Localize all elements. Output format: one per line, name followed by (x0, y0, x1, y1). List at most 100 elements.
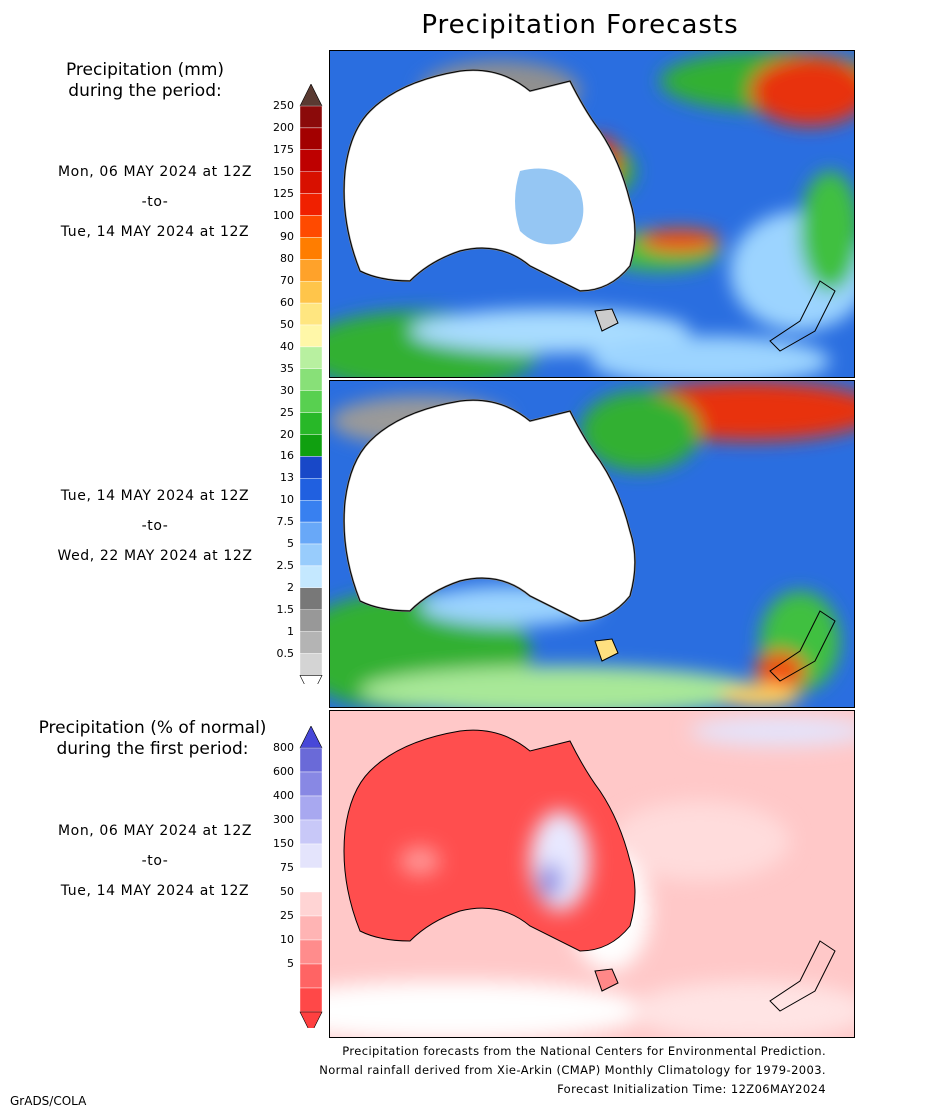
colorbar-tick-label: 2 (287, 580, 294, 594)
colorbar-tick-label: 1 (287, 624, 294, 638)
colorbar-tick-label: 5 (287, 957, 294, 970)
colorbar-tick-label: 400 (273, 789, 294, 802)
precip-map-period1 (329, 50, 855, 378)
percent-normal-colorbar (299, 726, 323, 1028)
colorbar-tick-label: 5 (287, 537, 294, 550)
colorbar-swatch (299, 795, 323, 821)
colorbar-tick-label: 35 (280, 361, 294, 375)
colorbar-tick-label: 800 (273, 741, 294, 754)
colorbar-swatch (299, 302, 323, 326)
colorbar-swatch (299, 843, 323, 869)
colorbar-swatch (299, 149, 323, 172)
colorbar-swatch (299, 747, 323, 773)
colorbar-tick-label: 175 (273, 142, 294, 156)
credits-line3: Forecast Initialization Time: 12Z06MAY20… (557, 1082, 826, 1096)
precip-map-period2 (329, 380, 855, 708)
colorbar-tick-label: 200 (273, 120, 294, 134)
colorbar-swatch (299, 280, 323, 304)
colorbar-tick-label: 60 (280, 296, 294, 310)
colorbar-tick-label: 70 (280, 274, 294, 288)
colorbar-swatch (299, 609, 323, 632)
colorbar-swatch (299, 412, 323, 435)
colorbar-swatch (299, 565, 323, 588)
colorbar-tick-label: 0.5 (276, 646, 295, 660)
colorbar-swatch (299, 939, 323, 965)
precip-colorbar (299, 84, 323, 684)
colorbar-swatch (299, 215, 323, 238)
section1-title-line1: Precipitation (mm) (65, 60, 225, 80)
colorbar-swatch (299, 987, 323, 1013)
colorbar-tick-label: 10 (280, 933, 294, 946)
colorbar-tick-label: 1.5 (276, 602, 295, 616)
colorbar-top-arrow (299, 84, 323, 107)
colorbar-swatch (299, 543, 323, 567)
colorbar-tick-label: 25 (280, 909, 294, 922)
colorbar-swatch (299, 963, 323, 989)
colorbar-tick-label: 100 (273, 208, 294, 222)
colorbar-tick-label: 300 (273, 813, 294, 826)
period3-sep: -to- (141, 853, 169, 869)
colorbar-tick-label: 16 (280, 449, 294, 463)
colorbar-tick-label: 75 (280, 861, 294, 874)
colorbar-swatch (299, 346, 323, 369)
colorbar-tick-label: 150 (273, 837, 294, 850)
period1-sep: -to- (141, 194, 169, 210)
page-title: Precipitation Forecasts (421, 10, 739, 40)
credits-line1: Precipitation forecasts from the Nationa… (342, 1044, 826, 1058)
colorbar-swatch (299, 127, 323, 151)
colorbar-swatch (299, 456, 323, 479)
credits-line2: Normal rainfall derived from Xie-Arkin (… (319, 1063, 826, 1077)
colorbar-top-arrow (299, 726, 323, 749)
colorbar-tick-label: 600 (273, 765, 294, 778)
period2-end: Wed, 22 MAY 2024 at 12Z (57, 548, 253, 564)
grads-label: GrADS/COLA (10, 1094, 87, 1108)
colorbar-swatch (299, 587, 323, 610)
section1-title: Precipitation (mm) during the period: (20, 60, 270, 102)
colorbar-swatch (299, 237, 323, 260)
colorbar-swatch (299, 368, 323, 391)
colorbar-tick-label: 125 (273, 186, 294, 200)
colorbar-swatch (299, 171, 323, 194)
colorbar-swatch (299, 521, 323, 545)
section2-title-line1: Precipitation (% of normal) (38, 718, 267, 738)
period2-sep: -to- (141, 518, 169, 534)
colorbar-swatch (299, 867, 323, 893)
colorbar-swatch (299, 478, 323, 501)
colorbar-tick-label: 2.5 (276, 558, 295, 572)
credits: Precipitation forecasts from the Nationa… (250, 1042, 826, 1099)
colorbar-tick-label: 250 (273, 99, 294, 112)
colorbar-tick-label: 30 (280, 383, 294, 397)
colorbar-tick-label: 50 (280, 318, 294, 331)
colorbar-bottom-arrow (299, 675, 323, 684)
colorbar-tick-label: 10 (280, 493, 294, 507)
colorbar-swatch (299, 500, 323, 523)
colorbar-swatch (299, 891, 323, 917)
colorbar-swatch (299, 193, 323, 216)
section2-title-line2: during the first period: (56, 739, 249, 759)
period1-end: Tue, 14 MAY 2024 at 12Z (60, 224, 250, 240)
colorbar-tick-label: 13 (280, 471, 294, 485)
colorbar-swatch (299, 259, 323, 282)
colorbar-swatch (299, 915, 323, 941)
colorbar-tick-label: 50 (280, 885, 294, 898)
percent-normal-map (329, 710, 855, 1038)
colorbar-swatch (299, 434, 323, 457)
colorbar-tick-label: 20 (280, 427, 294, 441)
section2-title: Precipitation (% of normal) during the f… (10, 718, 295, 760)
colorbar-tick-label: 7.5 (276, 515, 295, 529)
period3-start: Mon, 06 MAY 2024 at 12Z (57, 823, 253, 839)
colorbar-swatch (299, 324, 323, 348)
period2-start: Tue, 14 MAY 2024 at 12Z (60, 488, 250, 504)
colorbar-swatch (299, 771, 323, 797)
colorbar-swatch (299, 390, 323, 413)
colorbar-tick-label: 90 (280, 230, 294, 244)
colorbar-swatch (299, 105, 323, 129)
colorbar-tick-label: 150 (273, 164, 294, 178)
colorbar-tick-label: 25 (280, 405, 294, 419)
colorbar-tick-label: 40 (280, 339, 294, 353)
colorbar-swatch (299, 653, 323, 676)
period3-end: Tue, 14 MAY 2024 at 12Z (60, 883, 250, 899)
colorbar-swatch (299, 631, 323, 654)
colorbar-bottom-arrow (299, 1011, 323, 1028)
section1-title-line2: during the period: (68, 81, 222, 101)
